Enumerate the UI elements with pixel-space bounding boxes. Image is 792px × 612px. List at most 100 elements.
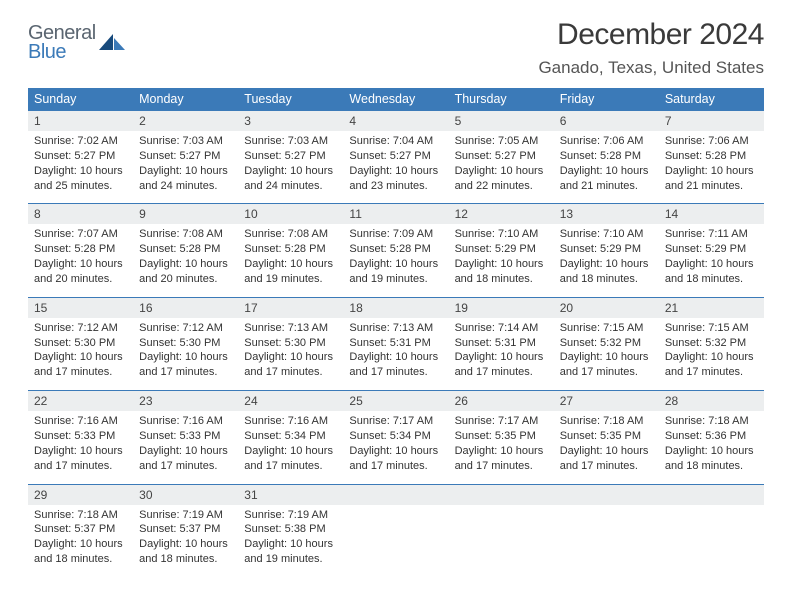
daylight-line: Daylight: 10 hours and 17 minutes. [349,444,442,474]
sunrise-line: Sunrise: 7:13 AM [244,321,337,336]
day-number [659,485,764,505]
day-number [554,485,659,505]
daylight-line: Daylight: 10 hours and 21 minutes. [560,164,653,194]
day-number: 28 [659,391,764,411]
day-header-tuesday: Tuesday [238,88,343,111]
day-number: 22 [28,391,133,411]
day-number: 13 [554,204,659,224]
calendar-cell: 17Sunrise: 7:13 AMSunset: 5:30 PMDayligh… [238,297,343,390]
sunset-line: Sunset: 5:34 PM [349,429,442,444]
sunset-line: Sunset: 5:37 PM [139,522,232,537]
day-content: Sunrise: 7:16 AMSunset: 5:34 PMDaylight:… [238,411,343,483]
daylight-line: Daylight: 10 hours and 17 minutes. [349,350,442,380]
calendar-cell: 13Sunrise: 7:10 AMSunset: 5:29 PMDayligh… [554,203,659,296]
day-content: Sunrise: 7:10 AMSunset: 5:29 PMDaylight:… [449,224,554,296]
sunrise-line: Sunrise: 7:14 AM [455,321,548,336]
day-content: Sunrise: 7:06 AMSunset: 5:28 PMDaylight:… [554,131,659,203]
day-content [449,505,554,563]
daylight-line: Daylight: 10 hours and 17 minutes. [455,350,548,380]
sunset-line: Sunset: 5:27 PM [139,149,232,164]
daylight-line: Daylight: 10 hours and 20 minutes. [139,257,232,287]
day-content: Sunrise: 7:18 AMSunset: 5:36 PMDaylight:… [659,411,764,483]
calendar-cell [554,484,659,577]
day-number: 2 [133,111,238,131]
daylight-line: Daylight: 10 hours and 17 minutes. [455,444,548,474]
sunrise-line: Sunrise: 7:12 AM [139,321,232,336]
sunset-line: Sunset: 5:29 PM [560,242,653,257]
sunset-line: Sunset: 5:30 PM [244,336,337,351]
daylight-line: Daylight: 10 hours and 23 minutes. [349,164,442,194]
calendar-cell: 12Sunrise: 7:10 AMSunset: 5:29 PMDayligh… [449,203,554,296]
sunset-line: Sunset: 5:33 PM [34,429,127,444]
day-number: 11 [343,204,448,224]
sunrise-line: Sunrise: 7:03 AM [139,134,232,149]
calendar-cell: 5Sunrise: 7:05 AMSunset: 5:27 PMDaylight… [449,111,554,203]
day-number: 1 [28,111,133,131]
daylight-line: Daylight: 10 hours and 18 minutes. [560,257,653,287]
calendar-cell: 27Sunrise: 7:18 AMSunset: 5:35 PMDayligh… [554,390,659,483]
calendar-cell: 24Sunrise: 7:16 AMSunset: 5:34 PMDayligh… [238,390,343,483]
sunrise-line: Sunrise: 7:15 AM [560,321,653,336]
day-number: 14 [659,204,764,224]
daylight-line: Daylight: 10 hours and 17 minutes. [665,350,758,380]
calendar-cell: 30Sunrise: 7:19 AMSunset: 5:37 PMDayligh… [133,484,238,577]
calendar-cell: 3Sunrise: 7:03 AMSunset: 5:27 PMDaylight… [238,111,343,203]
sunrise-line: Sunrise: 7:05 AM [455,134,548,149]
calendar-cell [659,484,764,577]
day-number: 19 [449,298,554,318]
sunset-line: Sunset: 5:28 PM [665,149,758,164]
calendar-cell [343,484,448,577]
daylight-line: Daylight: 10 hours and 20 minutes. [34,257,127,287]
calendar-cell: 16Sunrise: 7:12 AMSunset: 5:30 PMDayligh… [133,297,238,390]
day-number: 20 [554,298,659,318]
calendar-cell: 11Sunrise: 7:09 AMSunset: 5:28 PMDayligh… [343,203,448,296]
calendar-cell: 10Sunrise: 7:08 AMSunset: 5:28 PMDayligh… [238,203,343,296]
sunset-line: Sunset: 5:31 PM [349,336,442,351]
daylight-line: Daylight: 10 hours and 17 minutes. [139,350,232,380]
day-content: Sunrise: 7:03 AMSunset: 5:27 PMDaylight:… [238,131,343,203]
calendar-cell [449,484,554,577]
sunrise-line: Sunrise: 7:12 AM [34,321,127,336]
daylight-line: Daylight: 10 hours and 17 minutes. [34,444,127,474]
day-number: 12 [449,204,554,224]
day-content: Sunrise: 7:08 AMSunset: 5:28 PMDaylight:… [238,224,343,296]
day-content: Sunrise: 7:09 AMSunset: 5:28 PMDaylight:… [343,224,448,296]
day-number: 25 [343,391,448,411]
day-header-monday: Monday [133,88,238,111]
daylight-line: Daylight: 10 hours and 18 minutes. [139,537,232,567]
day-content: Sunrise: 7:04 AMSunset: 5:27 PMDaylight:… [343,131,448,203]
sunset-line: Sunset: 5:35 PM [560,429,653,444]
sunrise-line: Sunrise: 7:18 AM [560,414,653,429]
calendar-cell: 14Sunrise: 7:11 AMSunset: 5:29 PMDayligh… [659,203,764,296]
daylight-line: Daylight: 10 hours and 25 minutes. [34,164,127,194]
sunrise-line: Sunrise: 7:08 AM [244,227,337,242]
sunrise-line: Sunrise: 7:04 AM [349,134,442,149]
daylight-line: Daylight: 10 hours and 18 minutes. [665,444,758,474]
day-content: Sunrise: 7:17 AMSunset: 5:35 PMDaylight:… [449,411,554,483]
day-number: 10 [238,204,343,224]
sunrise-line: Sunrise: 7:10 AM [455,227,548,242]
daylight-line: Daylight: 10 hours and 19 minutes. [244,537,337,567]
sunset-line: Sunset: 5:33 PM [139,429,232,444]
day-content: Sunrise: 7:08 AMSunset: 5:28 PMDaylight:… [133,224,238,296]
calendar-cell: 19Sunrise: 7:14 AMSunset: 5:31 PMDayligh… [449,297,554,390]
day-header-saturday: Saturday [659,88,764,111]
sunset-line: Sunset: 5:28 PM [560,149,653,164]
sunrise-line: Sunrise: 7:08 AM [139,227,232,242]
daylight-line: Daylight: 10 hours and 21 minutes. [665,164,758,194]
sunset-line: Sunset: 5:28 PM [244,242,337,257]
sunset-line: Sunset: 5:27 PM [34,149,127,164]
day-header-friday: Friday [554,88,659,111]
calendar-cell: 6Sunrise: 7:06 AMSunset: 5:28 PMDaylight… [554,111,659,203]
sunset-line: Sunset: 5:35 PM [455,429,548,444]
day-content: Sunrise: 7:16 AMSunset: 5:33 PMDaylight:… [133,411,238,483]
page-title: December 2024 [538,18,764,52]
daylight-line: Daylight: 10 hours and 22 minutes. [455,164,548,194]
sunset-line: Sunset: 5:27 PM [349,149,442,164]
day-number: 9 [133,204,238,224]
sunset-line: Sunset: 5:37 PM [34,522,127,537]
sunrise-line: Sunrise: 7:06 AM [665,134,758,149]
sunrise-line: Sunrise: 7:18 AM [34,508,127,523]
location-subtitle: Ganado, Texas, United States [538,58,764,78]
day-content: Sunrise: 7:03 AMSunset: 5:27 PMDaylight:… [133,131,238,203]
